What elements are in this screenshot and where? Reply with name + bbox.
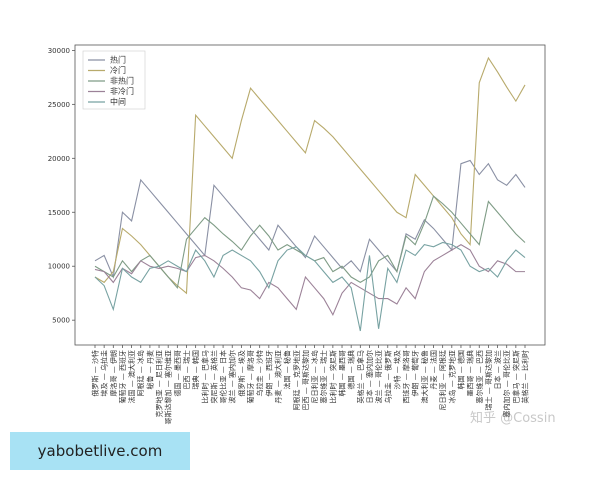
x-tick-label: 日本 — 波兰 — [493, 350, 502, 389]
x-tick-label: 德国 — 瑞典 — [347, 350, 356, 389]
x-tick-label: 英格兰 — 巴拿马 — [356, 350, 365, 403]
plot-frame — [74, 44, 546, 346]
legend-label: 冷门 — [110, 65, 126, 75]
legend-label: 非冷门 — [110, 86, 134, 96]
x-tick-label: 丹麦 — 澳大利亚 — [273, 350, 282, 403]
series-line — [94, 241, 526, 332]
x-tick-label: 丹麦 — 法国 — [429, 350, 438, 389]
x-tick-label: 秘鲁 — 丹麦 — [145, 350, 154, 389]
x-tick-label: 尼日利亚 — 阿根廷 — [438, 350, 447, 410]
watermark: 知乎 @Cossin — [470, 410, 556, 426]
y-tick-label: 5000 — [52, 317, 70, 325]
series-line — [94, 159, 526, 280]
legend-label: 热门 — [110, 55, 126, 65]
x-tick-label: 比利时 — 突尼斯 — [328, 350, 337, 403]
x-tick-label: 波兰 — 塞内加尔 — [228, 350, 237, 403]
x-tick-label: 摩洛哥 — 伊朗 — [109, 350, 118, 396]
legend-label: 中间 — [110, 97, 126, 107]
x-tick-label: 英格兰 — 比利时 — [521, 350, 530, 403]
x-tick-label: 阿根廷 — 冰岛 — [136, 350, 145, 396]
x-tick-label: 伊朗 — 西班牙 — [264, 350, 273, 396]
x-tick-label: 伊朗 — 葡萄牙 — [411, 350, 420, 396]
x-tick-label: 塞内加尔 — 哥伦比亚 — [502, 350, 511, 417]
y-tick-label: 25000 — [48, 101, 70, 109]
y-tick-label: 10000 — [48, 263, 70, 271]
x-tick-label: 西班牙 — 摩洛哥 — [402, 350, 411, 403]
x-tick-label: 墨西哥 — 瑞典 — [466, 350, 475, 396]
x-tick-label: 巴拿马 — 突尼斯 — [511, 350, 520, 403]
x-tick-label: 比利时 — 巴拿马 — [200, 350, 209, 403]
x-tick-label: 俄罗斯 — 沙特 — [91, 350, 100, 396]
x-tick-label: 克罗地亚 — 尼日利亚 — [155, 350, 164, 417]
x-tick-label: 韩国 — 墨西哥 — [338, 350, 347, 396]
series-line — [94, 244, 525, 317]
x-tick-label: 塞尔维亚 — 瑞士 — [319, 350, 328, 403]
x-tick-label: 尼日利亚 — 冰岛 — [310, 350, 319, 403]
legend-label: 非热门 — [110, 76, 134, 86]
x-tick-label: 巴西 — 瑞士 — [182, 350, 191, 389]
x-tick-label: 日本 — 塞内加尔 — [365, 350, 374, 403]
x-tick-label: 塞尔维亚 — 巴西 — [475, 350, 484, 403]
x-tick-label: 法国 — 秘鲁 — [283, 350, 292, 389]
x-tick-label: 乌拉圭 — 俄罗斯 — [383, 350, 392, 403]
x-tick-label: 俄罗斯 — 埃及 — [237, 350, 246, 396]
site-label: yabobetlive.com — [10, 432, 190, 470]
x-tick-label: 阿根廷 — 克罗地亚 — [292, 350, 301, 410]
legend-box — [82, 50, 146, 110]
x-tick-label: 韩国 — 德国 — [456, 350, 465, 389]
x-tick-label: 沙特 — 埃及 — [392, 350, 401, 389]
x-tick-label: 德国 — 墨西哥 — [173, 350, 182, 396]
y-tick-label: 15000 — [48, 209, 70, 217]
y-tick-label: 20000 — [48, 155, 70, 163]
y-tick-label: 30000 — [48, 47, 70, 55]
x-tick-label: 哥斯达黎加 — 塞尔维亚 — [164, 350, 173, 424]
x-tick-label: 埃及 — 乌拉圭 — [100, 350, 109, 396]
series-line — [94, 195, 526, 290]
x-tick-label: 瑞典 — 韩国 — [191, 350, 200, 389]
x-tick-label: 葡萄牙 — 西班牙 — [118, 350, 127, 403]
x-tick-label: 乌拉圭 — 沙特 — [255, 350, 264, 396]
x-tick-label: 突尼斯 — 英格兰 — [209, 350, 218, 403]
x-tick-label: 瑞士 — 哥斯达黎加 — [484, 350, 493, 410]
x-tick-label: 冰岛 — 克罗地亚 — [447, 350, 456, 403]
x-tick-label: 澳大利亚 — 秘鲁 — [420, 350, 429, 403]
x-tick-label: 波兰 — 哥伦比亚 — [374, 350, 383, 403]
x-tick-label: 葡萄牙 — 摩洛哥 — [246, 350, 255, 403]
x-tick-label: 哥伦比亚 — 日本 — [219, 350, 228, 403]
x-tick-label: 巴西 — 哥斯达黎加 — [301, 350, 310, 410]
x-tick-label: 法国 — 澳大利亚 — [127, 350, 136, 403]
